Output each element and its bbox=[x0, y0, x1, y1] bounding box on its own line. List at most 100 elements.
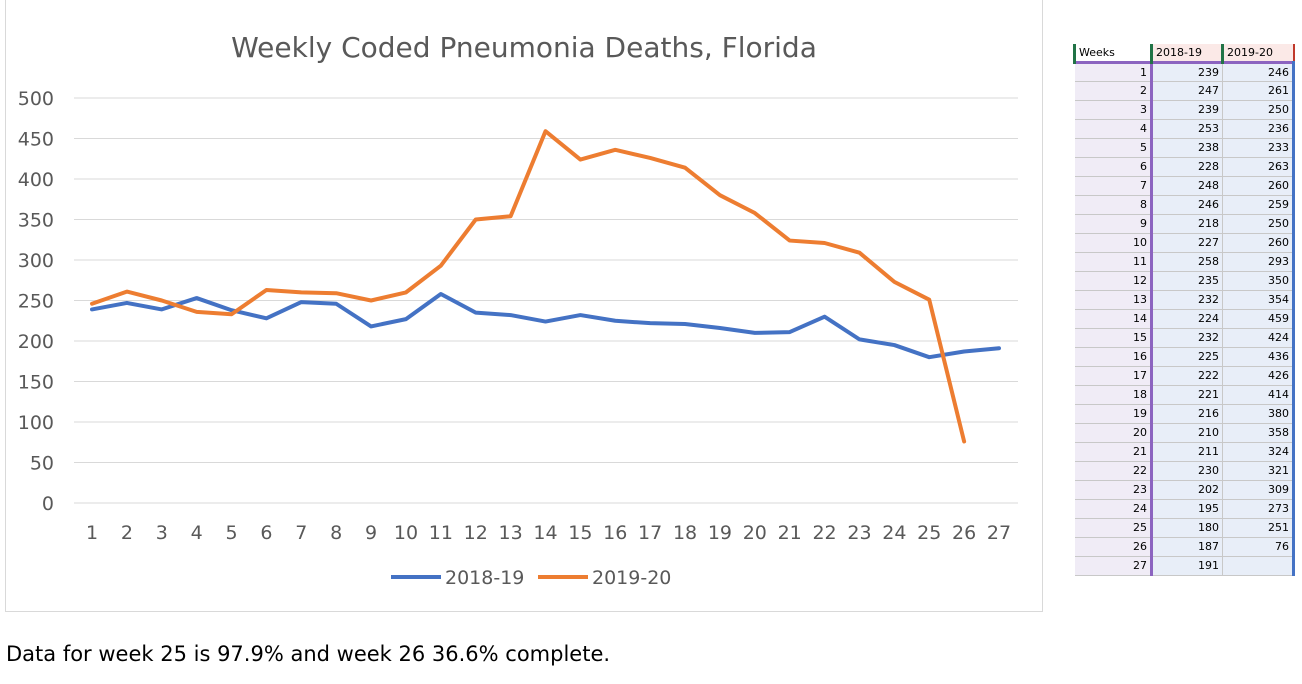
value-2018-19-cell[interactable]: 218 bbox=[1151, 214, 1223, 234]
value-2018-19-cell[interactable]: 239 bbox=[1151, 100, 1223, 120]
series-line-2018-19[interactable] bbox=[90, 292, 1001, 360]
value-2019-20-cell[interactable]: 76 bbox=[1222, 537, 1295, 557]
value-2019-20-cell[interactable] bbox=[1222, 556, 1295, 576]
week-cell[interactable]: 8 bbox=[1074, 195, 1153, 215]
series-line-2019-20[interactable] bbox=[90, 129, 967, 444]
x-tick-label: 5 bbox=[225, 522, 237, 544]
value-2018-19-cell[interactable]: 232 bbox=[1151, 328, 1223, 348]
value-2019-20-cell[interactable]: 259 bbox=[1222, 195, 1295, 215]
week-cell[interactable]: 15 bbox=[1074, 328, 1153, 348]
x-tick-label: 3 bbox=[156, 522, 168, 544]
week-cell[interactable]: 7 bbox=[1074, 176, 1153, 196]
value-2019-20-cell[interactable]: 324 bbox=[1222, 442, 1295, 462]
week-cell[interactable]: 13 bbox=[1074, 290, 1153, 310]
week-cell[interactable]: 10 bbox=[1074, 233, 1153, 253]
value-2018-19-cell[interactable]: 253 bbox=[1151, 119, 1223, 139]
value-2018-19-cell[interactable]: 247 bbox=[1151, 81, 1223, 101]
value-2018-19-cell[interactable]: 248 bbox=[1151, 176, 1223, 196]
value-2019-20-cell[interactable]: 293 bbox=[1222, 252, 1295, 272]
value-2019-20-cell[interactable]: 321 bbox=[1222, 461, 1295, 481]
week-cell[interactable]: 4 bbox=[1074, 119, 1153, 139]
value-2018-19-cell[interactable]: 210 bbox=[1151, 423, 1223, 443]
week-cell[interactable]: 9 bbox=[1074, 214, 1153, 234]
week-cell[interactable]: 2 bbox=[1074, 81, 1153, 101]
value-2019-20-cell[interactable]: 260 bbox=[1222, 176, 1295, 196]
value-2018-19-cell[interactable]: 202 bbox=[1151, 480, 1223, 500]
week-cell[interactable]: 14 bbox=[1074, 309, 1153, 329]
value-2018-19-cell[interactable]: 187 bbox=[1151, 537, 1223, 557]
value-2018-19-cell[interactable]: 227 bbox=[1151, 233, 1223, 253]
table-row: 26 187 76 bbox=[1074, 537, 1295, 557]
value-2018-19-cell[interactable]: 238 bbox=[1151, 138, 1223, 158]
value-2019-20-cell[interactable]: 426 bbox=[1222, 366, 1295, 386]
table-row: 16 225 436 bbox=[1074, 347, 1295, 367]
value-2019-20-cell[interactable]: 260 bbox=[1222, 233, 1295, 253]
week-cell[interactable]: 25 bbox=[1074, 518, 1153, 538]
value-2019-20-cell[interactable]: 436 bbox=[1222, 347, 1295, 367]
value-2018-19-cell[interactable]: 230 bbox=[1151, 461, 1223, 481]
value-2018-19-cell[interactable]: 228 bbox=[1151, 157, 1223, 177]
week-cell[interactable]: 23 bbox=[1074, 480, 1153, 500]
value-2018-19-cell[interactable]: 191 bbox=[1151, 556, 1223, 576]
week-cell[interactable]: 18 bbox=[1074, 385, 1153, 405]
value-2018-19-cell[interactable]: 239 bbox=[1151, 62, 1223, 82]
value-2019-20-cell[interactable]: 358 bbox=[1222, 423, 1295, 443]
value-2019-20-cell[interactable]: 350 bbox=[1222, 271, 1295, 291]
value-2019-20-cell[interactable]: 459 bbox=[1222, 309, 1295, 329]
x-tick-label: 21 bbox=[778, 522, 802, 544]
header-weeks[interactable]: Weeks bbox=[1073, 44, 1152, 62]
week-cell[interactable]: 1 bbox=[1074, 62, 1153, 82]
week-cell[interactable]: 17 bbox=[1074, 366, 1153, 386]
week-cell[interactable]: 12 bbox=[1074, 271, 1153, 291]
x-tick-label: 6 bbox=[260, 522, 272, 544]
value-2019-20-cell[interactable]: 414 bbox=[1222, 385, 1295, 405]
week-cell[interactable]: 11 bbox=[1074, 252, 1153, 272]
week-cell[interactable]: 27 bbox=[1074, 556, 1153, 576]
week-cell[interactable]: 6 bbox=[1074, 157, 1153, 177]
value-2018-19-cell[interactable]: 221 bbox=[1151, 385, 1223, 405]
table-row: 12 235 350 bbox=[1074, 271, 1295, 291]
value-2019-20-cell[interactable]: 354 bbox=[1222, 290, 1295, 310]
header-2019-20[interactable]: 2019-20 bbox=[1221, 44, 1295, 62]
value-2018-19-cell[interactable]: 180 bbox=[1151, 518, 1223, 538]
value-2019-20-cell[interactable]: 309 bbox=[1222, 480, 1295, 500]
value-2018-19-cell[interactable]: 195 bbox=[1151, 499, 1223, 519]
value-2019-20-cell[interactable]: 250 bbox=[1222, 214, 1295, 234]
week-cell[interactable]: 26 bbox=[1074, 537, 1153, 557]
week-cell[interactable]: 22 bbox=[1074, 461, 1153, 481]
value-2019-20-cell[interactable]: 246 bbox=[1222, 62, 1295, 82]
value-2019-20-cell[interactable]: 261 bbox=[1222, 81, 1295, 101]
table-row: 22 230 321 bbox=[1074, 461, 1295, 481]
week-cell[interactable]: 16 bbox=[1074, 347, 1153, 367]
data-table: Weeks 2018-19 2019-20 1 239 246 2 247 261 3 239… bbox=[1073, 44, 1295, 576]
week-cell[interactable]: 19 bbox=[1074, 404, 1153, 424]
week-cell[interactable]: 5 bbox=[1074, 138, 1153, 158]
week-cell[interactable]: 24 bbox=[1074, 499, 1153, 519]
value-2019-20-cell[interactable]: 233 bbox=[1222, 138, 1295, 158]
value-2019-20-cell[interactable]: 251 bbox=[1222, 518, 1295, 538]
x-tick-label: 25 bbox=[917, 522, 941, 544]
value-2018-19-cell[interactable]: 258 bbox=[1151, 252, 1223, 272]
value-2019-20-cell[interactable]: 380 bbox=[1222, 404, 1295, 424]
value-2019-20-cell[interactable]: 236 bbox=[1222, 119, 1295, 139]
value-2018-19-cell[interactable]: 211 bbox=[1151, 442, 1223, 462]
value-2018-19-cell[interactable]: 225 bbox=[1151, 347, 1223, 367]
value-2018-19-cell[interactable]: 216 bbox=[1151, 404, 1223, 424]
y-tick-label: 400 bbox=[18, 169, 54, 191]
value-2019-20-cell[interactable]: 273 bbox=[1222, 499, 1295, 519]
value-2018-19-cell[interactable]: 222 bbox=[1151, 366, 1223, 386]
value-2019-20-cell[interactable]: 263 bbox=[1222, 157, 1295, 177]
value-2019-20-cell[interactable]: 424 bbox=[1222, 328, 1295, 348]
table-row: 8 246 259 bbox=[1074, 195, 1295, 215]
header-2018-19[interactable]: 2018-19 bbox=[1150, 44, 1223, 62]
week-cell[interactable]: 20 bbox=[1074, 423, 1153, 443]
week-cell[interactable]: 21 bbox=[1074, 442, 1153, 462]
y-tick-label: 350 bbox=[18, 210, 54, 232]
value-2018-19-cell[interactable]: 246 bbox=[1151, 195, 1223, 215]
value-2018-19-cell[interactable]: 232 bbox=[1151, 290, 1223, 310]
value-2018-19-cell[interactable]: 224 bbox=[1151, 309, 1223, 329]
week-cell[interactable]: 3 bbox=[1074, 100, 1153, 120]
value-2018-19-cell[interactable]: 235 bbox=[1151, 271, 1223, 291]
value-2019-20-cell[interactable]: 250 bbox=[1222, 100, 1295, 120]
x-tick-label: 27 bbox=[987, 522, 1011, 544]
